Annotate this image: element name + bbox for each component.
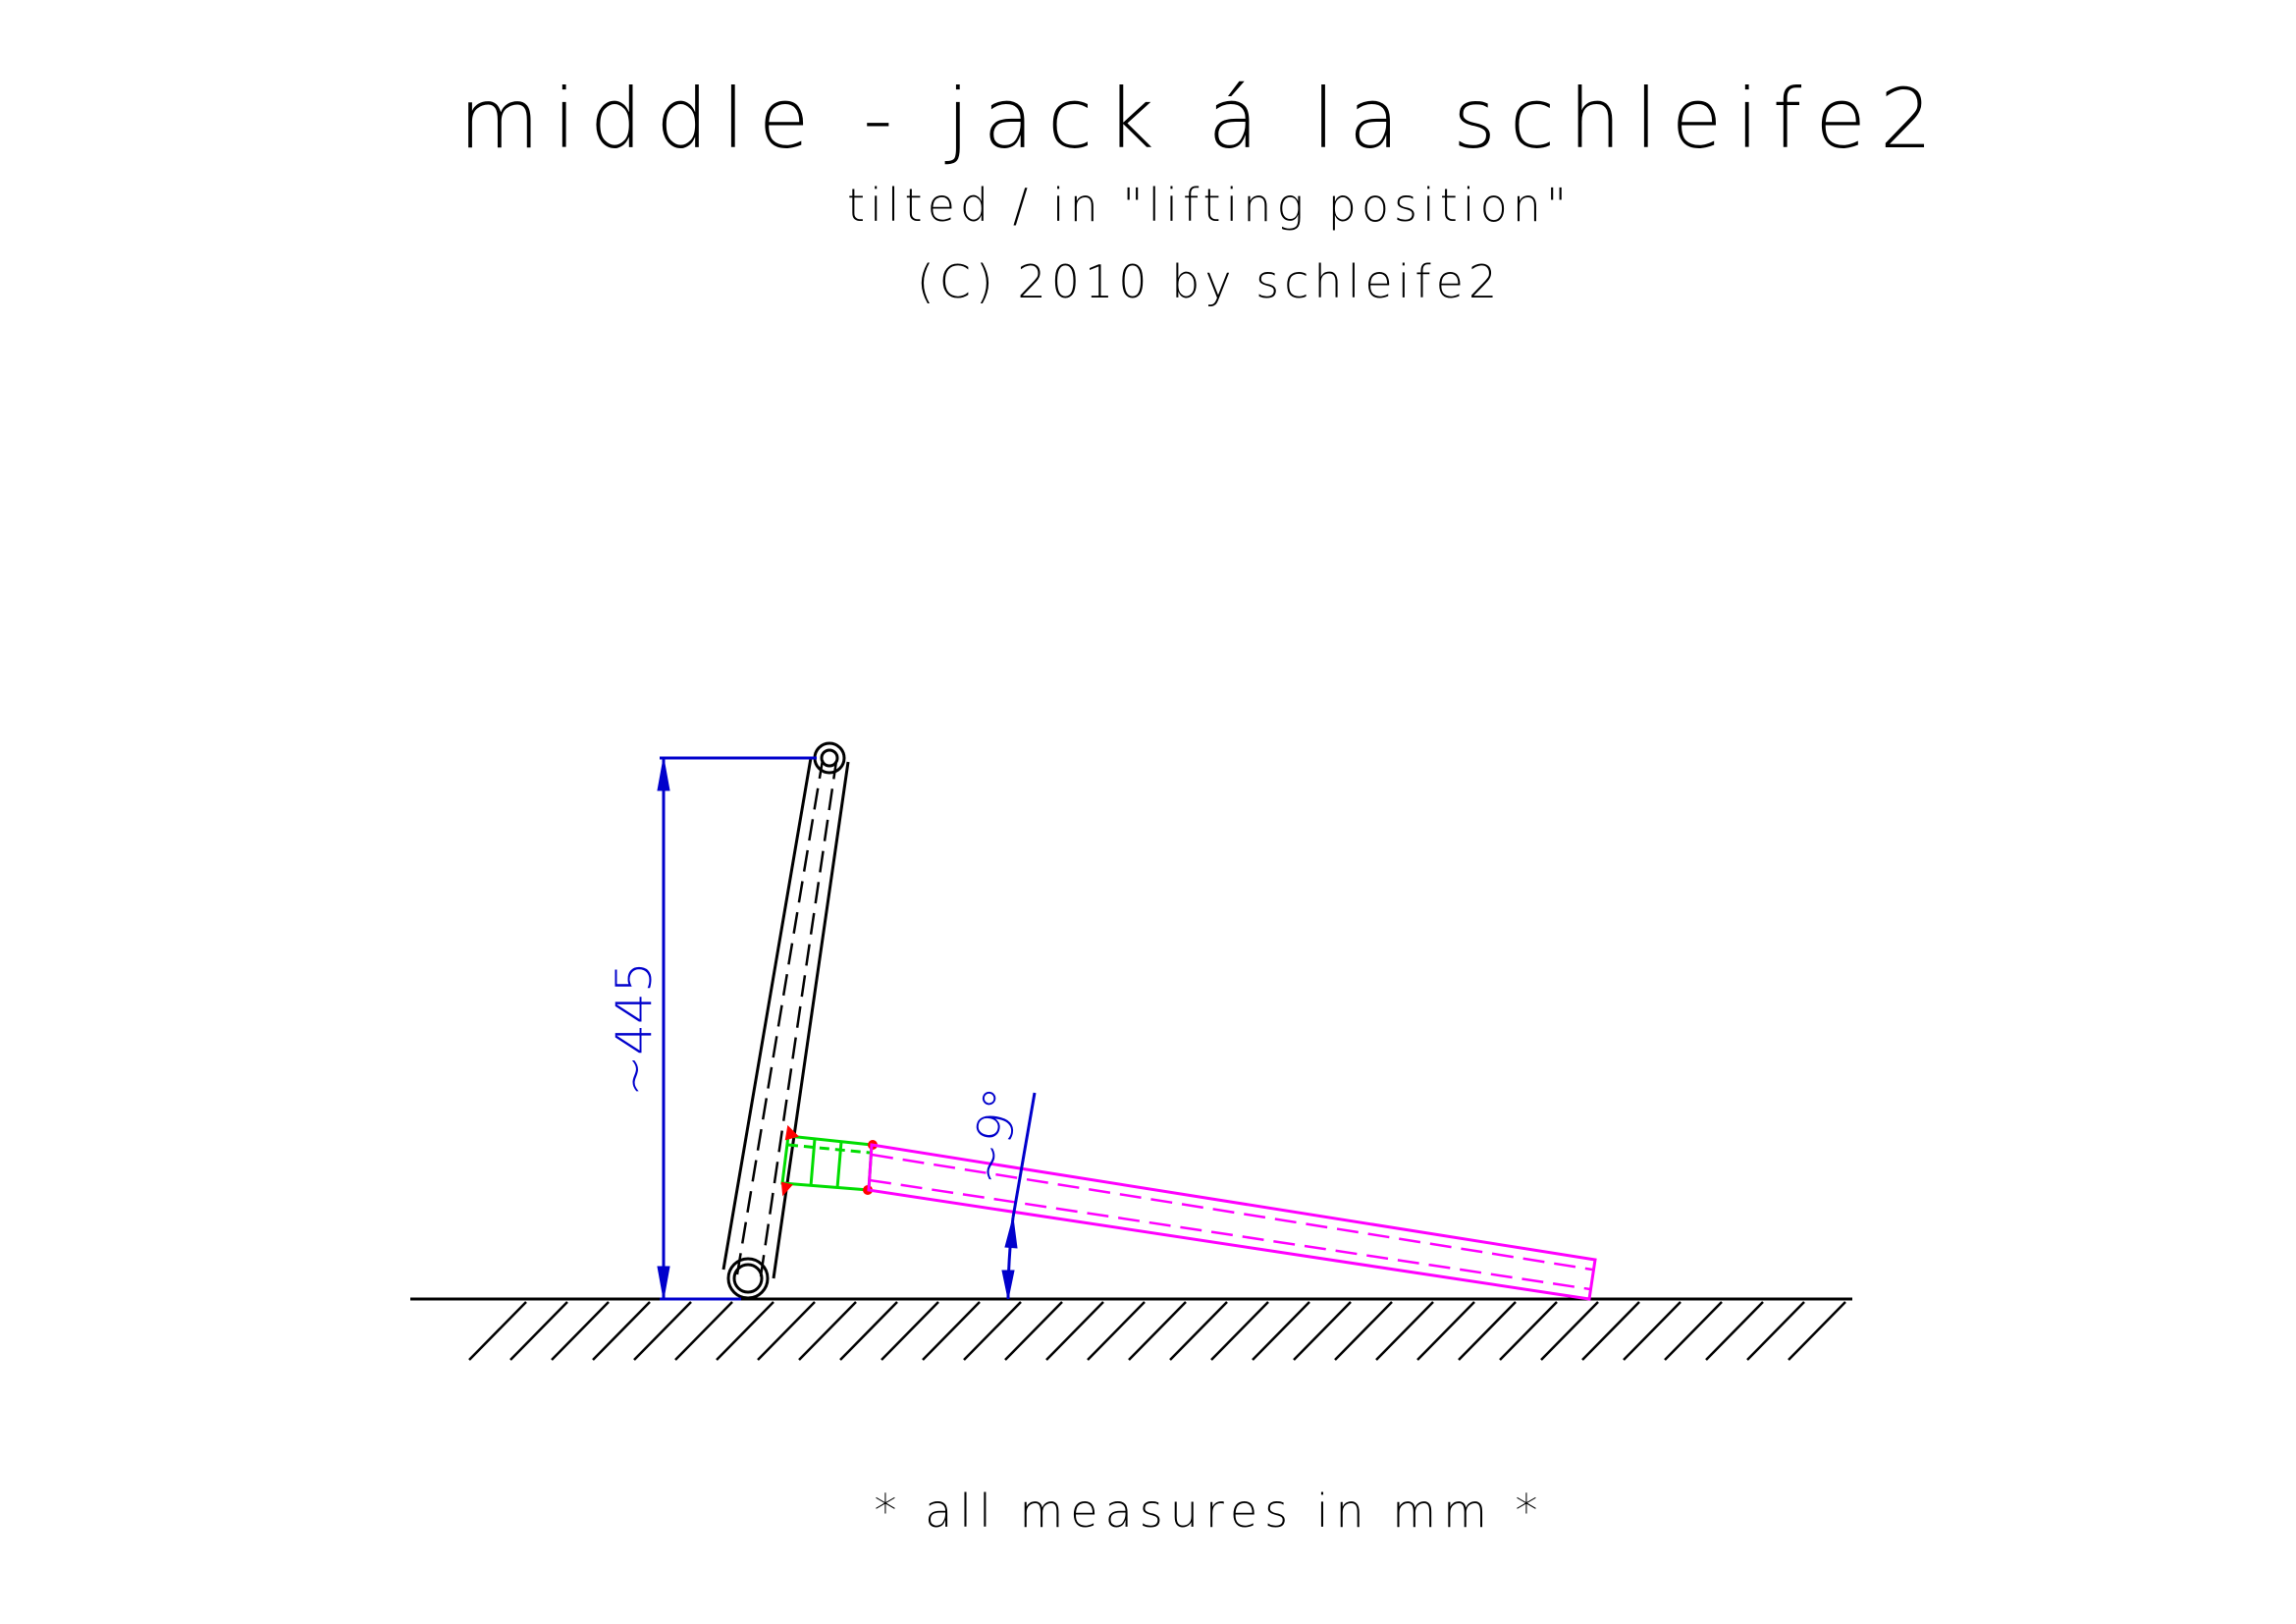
bottom-roller-outer	[726, 1257, 770, 1300]
hatch-line	[839, 1301, 898, 1361]
hatch-line	[1375, 1301, 1434, 1361]
hatch-line	[1045, 1301, 1104, 1361]
hatch-line	[1128, 1301, 1187, 1361]
hatch-line	[1252, 1301, 1310, 1361]
top-pivot-inner	[820, 748, 839, 768]
hatch-line	[1664, 1301, 1723, 1361]
hatch-line	[551, 1301, 610, 1361]
hatch-line	[592, 1301, 651, 1361]
hatch-line	[1623, 1301, 1682, 1361]
hatch-line	[1169, 1301, 1228, 1361]
hatch-line	[1087, 1301, 1146, 1361]
hatch-line	[674, 1301, 733, 1361]
height-dimension	[657, 756, 817, 1301]
drawing-title: middle - jack á la schleife2	[459, 71, 1947, 167]
hatch-line	[922, 1301, 981, 1361]
drawing-copyright: (C) 2010 by schleife2	[917, 255, 1502, 308]
base-beam	[867, 1143, 1597, 1301]
connector-inner-top	[787, 1143, 871, 1155]
hatch-line	[1334, 1301, 1393, 1361]
base-beam-centerline-top	[871, 1153, 1593, 1272]
hatch-line	[633, 1301, 692, 1361]
top-pivot-outer	[813, 741, 846, 775]
hatch-line	[1293, 1301, 1352, 1361]
angle-extension-line	[1011, 1092, 1037, 1218]
hatch-line	[963, 1301, 1022, 1361]
upright-outer-left	[721, 757, 813, 1271]
upright-outer-right	[772, 761, 850, 1279]
upright-inner-right	[759, 760, 838, 1277]
bottom-roller-inner	[732, 1263, 764, 1294]
hatch-line	[1540, 1301, 1599, 1361]
angle-arrow-bottom	[1001, 1270, 1015, 1300]
hatch-line	[468, 1301, 527, 1361]
hatch-line	[1499, 1301, 1558, 1361]
hatch-line	[881, 1301, 939, 1361]
hatch-line	[1004, 1301, 1063, 1361]
base-beam-outline	[867, 1143, 1597, 1301]
weld-bottom-left	[780, 1181, 793, 1197]
upright-inner-left	[735, 759, 825, 1275]
height-arrow-top	[657, 757, 670, 791]
hatch-line	[757, 1301, 816, 1361]
hatch-line	[798, 1301, 857, 1361]
hatch-line	[1788, 1301, 1846, 1361]
ground	[410, 1297, 1852, 1361]
hatch-line	[1416, 1301, 1475, 1361]
hatch-line	[1705, 1301, 1764, 1361]
connector-divider-1	[809, 1138, 817, 1187]
connector-sleeve	[780, 1134, 874, 1192]
hatch-line	[1746, 1301, 1805, 1361]
hatch-line	[716, 1301, 774, 1361]
hatch-line	[1210, 1301, 1269, 1361]
weld-top-left	[784, 1124, 799, 1141]
upright-tube	[721, 741, 850, 1300]
drawing-subtitle: tilted / in "lifting position"	[847, 179, 1572, 232]
units-note: * all measures in mm *	[875, 1485, 1545, 1538]
height-dimension-label: ~445	[606, 961, 663, 1096]
angle-dimension	[1001, 1092, 1037, 1300]
hatch-line	[1458, 1301, 1517, 1361]
hatch-line	[1581, 1301, 1640, 1361]
angle-arrow-top	[1004, 1217, 1018, 1249]
hatch-line	[509, 1301, 568, 1361]
base-beam-centerline-bottom	[869, 1178, 1591, 1291]
ground-hatching	[468, 1301, 1846, 1361]
height-arrow-bottom	[657, 1266, 670, 1300]
